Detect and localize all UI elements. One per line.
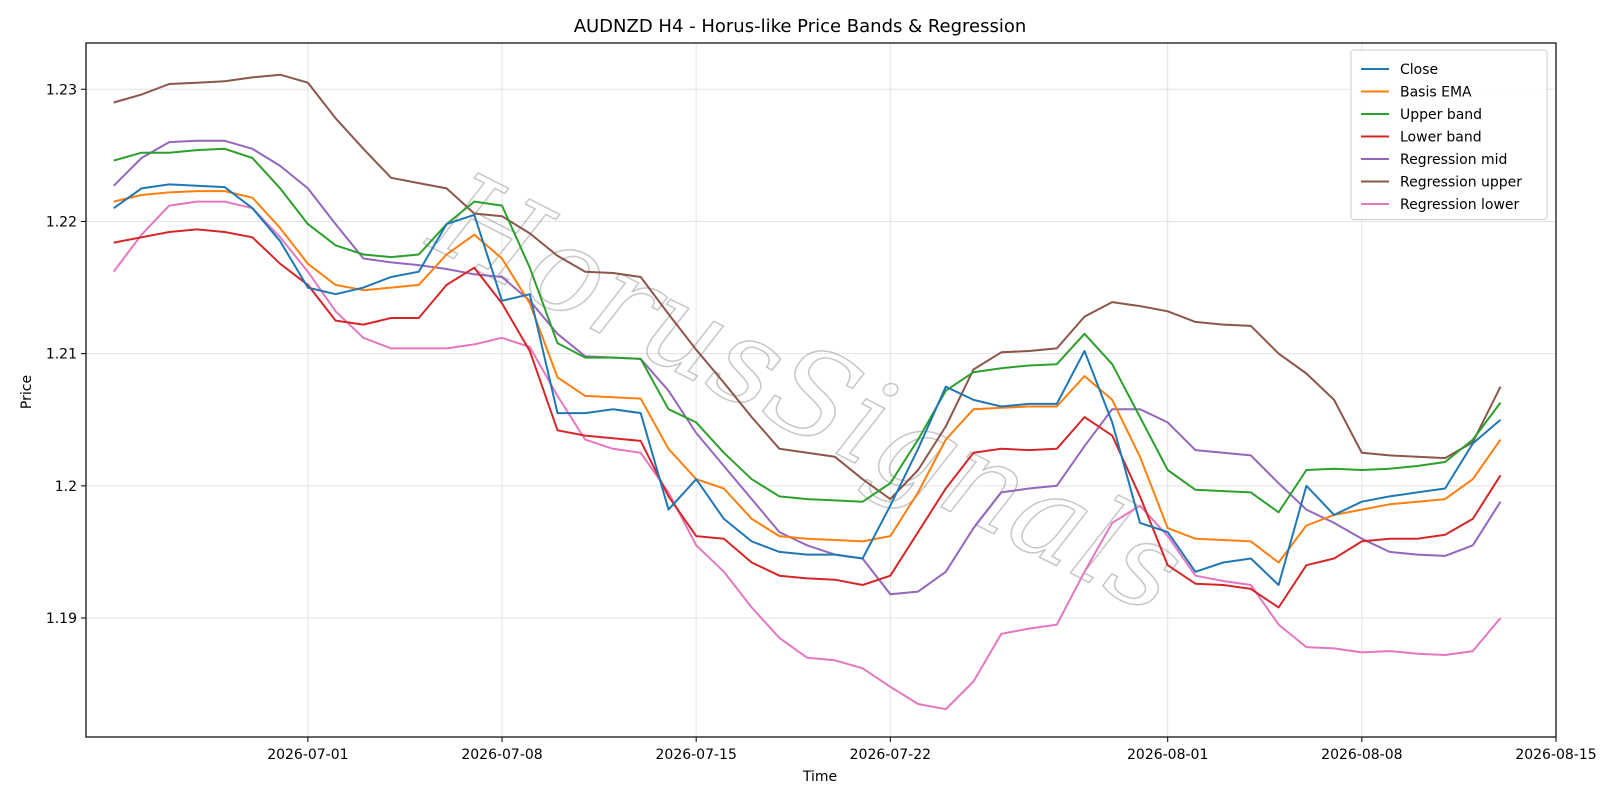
series-line-close [113, 183, 1502, 586]
series-line-upper-band [113, 147, 1502, 514]
y-tick-label: 1.19 [46, 611, 77, 627]
legend-label: Lower band [1400, 130, 1482, 146]
legend-label: Regression upper [1400, 175, 1522, 191]
series-line-regression-mid [112, 139, 1502, 596]
x-tick-label: 2026-07-22 [850, 747, 931, 763]
x-axis-label: Time [802, 769, 837, 785]
legend-label: Upper band [1400, 107, 1482, 123]
x-tick-label: 2026-08-15 [1515, 747, 1596, 763]
x-tick-label: 2026-07-01 [267, 747, 348, 763]
y-tick-label: 1.2 [55, 479, 77, 495]
chart-title: AUDNZD H4 - Horus-like Price Bands & Reg… [574, 16, 1027, 37]
legend-box [1350, 49, 1548, 220]
legend-label: Regression lower [1400, 197, 1520, 213]
y-tick-label: 1.22 [46, 214, 77, 230]
series-line-lower-band [113, 228, 1502, 609]
x-tick-label: 2026-08-08 [1321, 747, 1402, 763]
series-line-regression-lower [112, 200, 1502, 711]
x-tick-label: 2026-08-01 [1127, 747, 1208, 763]
y-tick-label: 1.23 [46, 82, 77, 98]
legend: Close Basis EMA Upper band Lower band Regres… [1350, 49, 1548, 220]
y-tick-label: 1.21 [46, 347, 77, 363]
x-axis: 2026-07-01 2026-07-08 2026-07-15 2026-07-22… [267, 737, 1597, 763]
series-line-basis-ema [113, 190, 1502, 564]
legend-label: Regression mid [1400, 152, 1507, 168]
y-axis-label: Price [19, 375, 35, 409]
series-line-regression-upper [113, 73, 1502, 501]
plot-frame [85, 42, 1557, 738]
x-tick-label: 2026-07-08 [461, 747, 542, 763]
legend-label: Close [1400, 62, 1438, 78]
legend-label: Basis EMA [1400, 85, 1472, 101]
y-axis: 1.19 1.2 1.21 1.22 1.23 [46, 82, 86, 627]
series-lines [112, 73, 1502, 711]
x-tick-label: 2026-07-15 [656, 747, 737, 763]
grid [86, 43, 1557, 737]
